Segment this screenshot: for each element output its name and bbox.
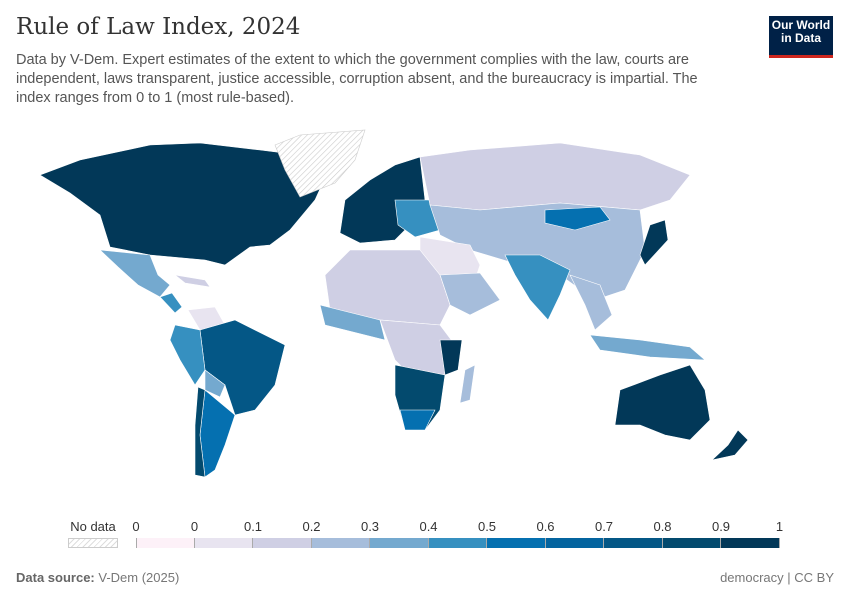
no-data-swatch	[68, 538, 118, 548]
region-west-africa[interactable]	[319, 304, 386, 341]
legend-bin[interactable]	[545, 538, 604, 548]
legend-tick-label: 0	[132, 519, 140, 534]
region-mongolia[interactable]	[544, 206, 611, 231]
legend-tick-label: 0.8	[653, 519, 672, 534]
region-southeast-asia[interactable]	[569, 274, 613, 331]
legend-bin[interactable]	[194, 538, 253, 548]
data-source-value[interactable]: V-Dem (2025)	[98, 570, 180, 585]
region-chile[interactable]	[194, 386, 206, 478]
region-eastern-europe[interactable]	[394, 199, 441, 238]
legend-bin[interactable]	[370, 538, 429, 548]
region-australia[interactable]	[614, 364, 711, 441]
region-india[interactable]	[504, 254, 571, 321]
legend-tick-label: 1	[775, 519, 784, 534]
region-argentina[interactable]	[199, 389, 236, 478]
region-south-africa[interactable]	[399, 409, 436, 431]
legend-tick-label: 0.5	[477, 519, 497, 534]
region-indonesia[interactable]	[589, 334, 706, 361]
region-mexico[interactable]	[99, 249, 171, 298]
legend-tick-label: 0.4	[419, 519, 438, 534]
legend-bin[interactable]	[253, 538, 312, 548]
legend-bin[interactable]	[428, 538, 487, 548]
region-russia[interactable]	[419, 142, 691, 211]
license[interactable]: democracy | CC BY	[720, 570, 834, 585]
legend-tick-label: 0.9	[711, 519, 731, 534]
region-north-america[interactable]	[39, 142, 331, 266]
region-andes[interactable]	[169, 324, 206, 386]
world-map	[39, 129, 749, 478]
region-caribbean[interactable]	[173, 274, 211, 288]
data-source-label: Data source:	[16, 570, 95, 585]
chart-title: Rule of Law Index, 2024	[16, 14, 301, 40]
legend-tick-label: 0.1	[243, 519, 263, 534]
legend-tick-label: 0.2	[302, 519, 321, 534]
no-data-label: No data	[70, 519, 116, 534]
legend-tick-label: 0.7	[594, 519, 614, 534]
region-east-africa[interactable]	[439, 339, 463, 376]
legend-bin[interactable]	[604, 538, 663, 548]
legend-bin[interactable]	[662, 538, 721, 548]
region-bolivia[interactable]	[204, 369, 226, 398]
region-central-america[interactable]	[159, 292, 183, 314]
region-arabia[interactable]	[439, 272, 501, 316]
legend-bin[interactable]	[136, 538, 195, 548]
chart-subtitle: Data by V-Dem. Expert estimates of the e…	[16, 52, 698, 106]
region-greenland[interactable]	[274, 129, 366, 198]
region-madagascar[interactable]	[459, 364, 476, 404]
legend-bin[interactable]	[721, 538, 780, 548]
legend-tick-label: 0.3	[360, 519, 380, 534]
legend-tick-label: 0	[190, 519, 199, 534]
data-source: Data source: V-Dem (2025)	[16, 570, 179, 585]
legend-tick-label: 0.6	[536, 519, 555, 534]
region-japan[interactable]	[639, 219, 669, 266]
legend-bin[interactable]	[311, 538, 370, 548]
owid-logo[interactable]: Our World in Data	[769, 16, 833, 58]
legend-bin[interactable]	[487, 538, 546, 548]
region-new-zealand[interactable]	[711, 429, 749, 461]
